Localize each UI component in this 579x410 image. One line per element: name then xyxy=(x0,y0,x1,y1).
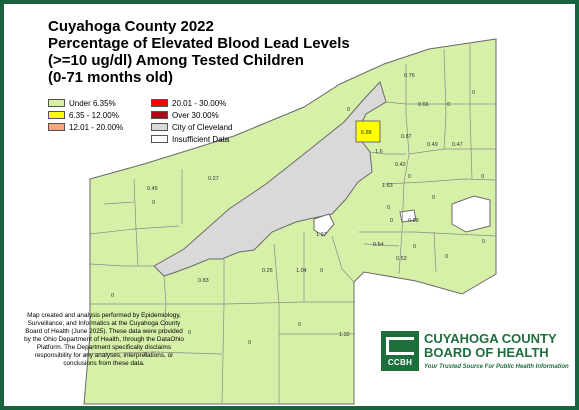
legend-label: City of Cleveland xyxy=(172,122,233,132)
logo-line-1: CUYAHOGA COUNTY xyxy=(424,331,557,346)
title-line-3: (>=10 ug/dl) Among Tested Children xyxy=(48,52,304,69)
map-label: 0.45 xyxy=(147,186,158,192)
legend-swatch xyxy=(48,123,65,131)
legend-swatch xyxy=(151,135,168,143)
logo-mark-text: CCBH xyxy=(387,358,413,367)
legend-item-over-30: Over 30.00% xyxy=(151,109,219,121)
map-label: 1.63 xyxy=(382,183,393,189)
map-label: 0.87 xyxy=(401,134,412,140)
map-label: 0 xyxy=(347,107,350,113)
map-label: 0 xyxy=(447,102,450,108)
insufficient-data-area xyxy=(313,213,335,237)
logo-line-2: BOARD OF HEALTH xyxy=(424,345,549,360)
data-source-note: Map created and analysis performed by Ep… xyxy=(24,312,184,367)
legend-item-under-6-35: Under 6.35% xyxy=(48,97,116,109)
map-label: 0.26 xyxy=(262,268,273,274)
map-label: 0 xyxy=(387,205,390,211)
map-label: 0 xyxy=(188,330,191,336)
map-label: 0.76 xyxy=(404,73,415,79)
title-line-2: Percentage of Elevated Blood Lead Levels xyxy=(48,35,350,52)
map-title: Cuyahoga County 2022 Percentage of Eleva… xyxy=(48,18,350,86)
map-label: 0 xyxy=(472,90,475,96)
legend-swatch xyxy=(151,111,168,119)
map-label: 0.54 xyxy=(373,242,384,248)
map-label: 0.27 xyxy=(208,176,219,182)
legend-label: 12.01 - 20.00% xyxy=(69,122,124,132)
legend-item-city-of-cleveland: City of Cleveland xyxy=(151,121,232,133)
map-legend: Under 6.35% 6.35 - 12.00% 12.01 - 20.00%… xyxy=(48,97,303,157)
map-label: 1.04 xyxy=(296,268,307,274)
map-label: 0.42 xyxy=(395,162,406,168)
legend-item-6-35-12: 6.35 - 12.00% xyxy=(48,109,119,121)
map-label: 0.49 xyxy=(427,142,438,148)
map-label: 0.53 xyxy=(396,256,407,262)
logo-bracket-icon xyxy=(386,337,414,355)
map-label: 0.47 xyxy=(452,142,463,148)
map-label: 0 xyxy=(408,174,411,180)
map-label: 0 xyxy=(413,244,416,250)
map-label: 0 xyxy=(248,340,251,346)
map-label: 0.89 xyxy=(408,218,419,224)
legend-swatch xyxy=(151,123,168,131)
map-label: 0 xyxy=(152,200,155,206)
map-label: 0.66 xyxy=(418,102,429,108)
legend-item-20-30: 20.01 - 30.00% xyxy=(151,97,226,109)
legend-item-12-20: 12.01 - 20.00% xyxy=(48,121,123,133)
map-label: 0.83 xyxy=(198,278,209,284)
legend-label: 6.35 - 12.00% xyxy=(69,110,119,120)
logo-tagline: Your Trusted Source For Public Health In… xyxy=(424,364,569,370)
title-line-4: (0-71 months old) xyxy=(48,69,174,86)
map-label: 1.32 xyxy=(339,332,350,338)
map-label: 0 xyxy=(111,293,114,299)
map-label: 0 xyxy=(298,322,301,328)
title-line-1: Cuyahoga County 2022 xyxy=(48,18,214,35)
county-map: 0.76 0 0.66 0 0 6.88 0.87 1.6 0.49 0.47 … xyxy=(83,38,497,405)
ccbh-logo: CCBH CUYAHOGA COUNTY BOARD OF HEALTH You… xyxy=(381,331,571,379)
legend-item-insufficient-data: Insufficient Data xyxy=(151,133,229,145)
city-of-cleveland xyxy=(153,81,387,277)
map-label: 0 xyxy=(144,352,147,358)
legend-label: 20.01 - 30.00% xyxy=(172,98,227,108)
legend-label: Insufficient Data xyxy=(172,134,230,144)
legend-label: Over 30.00% xyxy=(172,110,219,120)
map-label: 1.6 xyxy=(375,149,383,155)
insufficient-data-area xyxy=(451,195,491,233)
insufficient-data-area xyxy=(399,209,417,223)
ccbh-logo-mark: CCBH xyxy=(381,331,419,371)
legend-swatch xyxy=(48,99,65,107)
municipal-boundaries xyxy=(83,44,497,405)
map-label: 0 xyxy=(432,195,435,201)
map-label: 6.88 xyxy=(361,130,372,136)
map-label: 0 xyxy=(390,218,393,224)
map-label: 0 xyxy=(445,254,448,260)
map-label: 1.97 xyxy=(316,232,327,238)
map-label: 0 xyxy=(482,239,485,245)
legend-label: Under 6.35% xyxy=(69,98,116,108)
map-label: 0 xyxy=(481,174,484,180)
map-label: 0 xyxy=(320,268,323,274)
legend-swatch xyxy=(48,111,65,119)
elevated-municipality xyxy=(355,120,381,143)
map-value-labels: 0.76 0 0.66 0 0 6.88 0.87 1.6 0.49 0.47 … xyxy=(111,73,485,358)
legend-swatch xyxy=(151,99,168,107)
